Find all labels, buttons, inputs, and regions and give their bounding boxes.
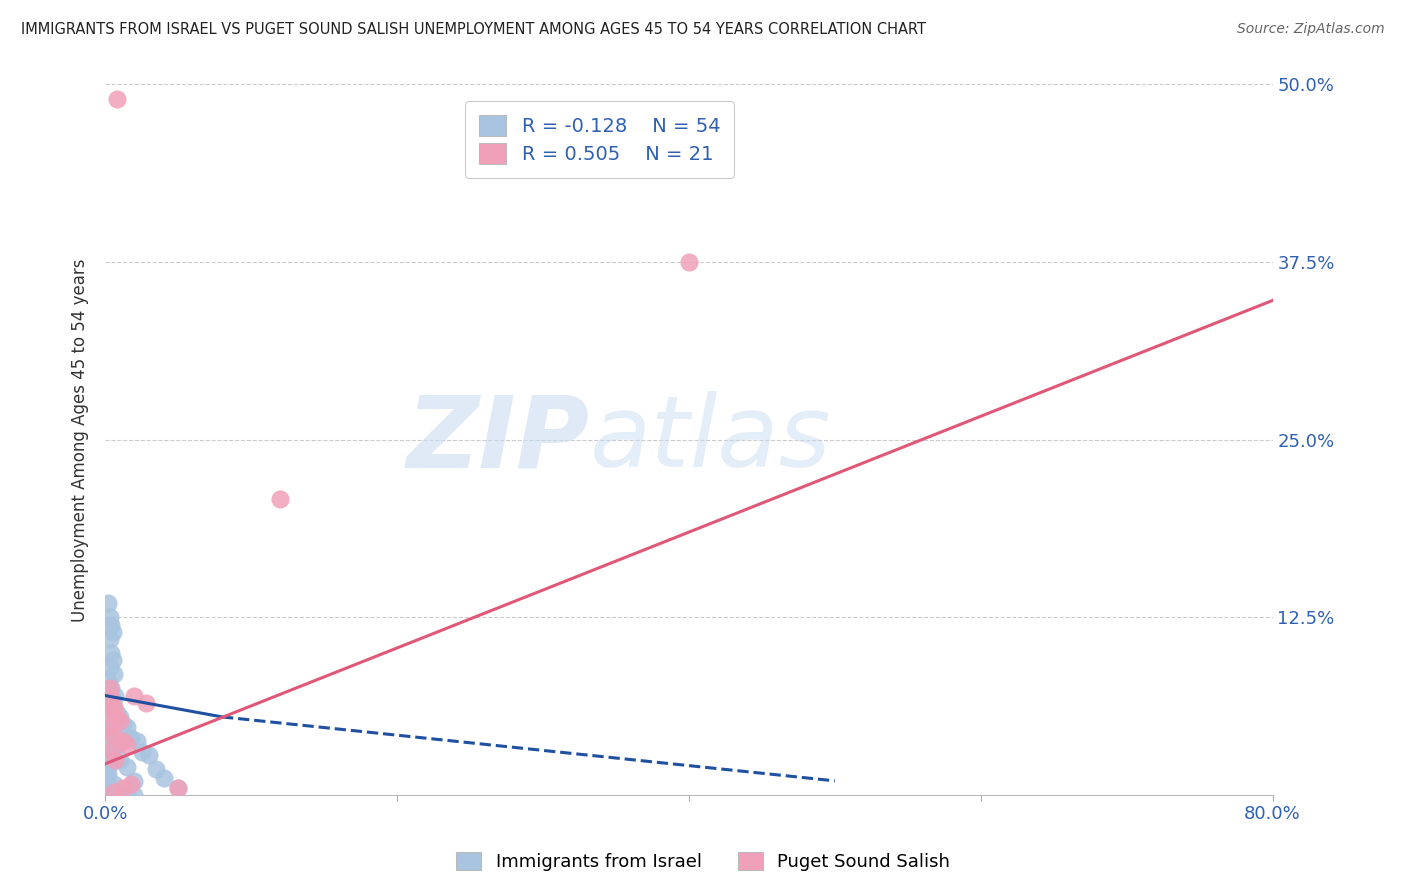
Point (101, 706, 124, 720)
Point (97, 728, 120, 742)
Point (108, 710, 131, 724)
Point (98, 610, 121, 624)
Point (167, 780, 190, 795)
Point (96, 777, 118, 791)
Point (97, 596, 120, 610)
Point (101, 624, 124, 639)
Point (152, 771, 174, 785)
Point (121, 777, 143, 791)
Point (105, 92, 128, 106)
Text: Source: ZipAtlas.com: Source: ZipAtlas.com (1237, 22, 1385, 37)
Point (105, 739, 128, 753)
Text: IMMIGRANTS FROM ISRAEL VS PUGET SOUND SALISH UNEMPLOYMENT AMONG AGES 45 TO 54 YE: IMMIGRANTS FROM ISRAEL VS PUGET SOUND SA… (21, 22, 927, 37)
Point (105, 785, 128, 799)
Point (100, 724, 122, 739)
Y-axis label: Unemployment Among Ages 45 to 54 years: Unemployment Among Ages 45 to 54 years (72, 258, 89, 622)
Point (105, 706, 128, 720)
Point (98, 788, 121, 802)
Point (101, 788, 124, 802)
Point (131, 746, 153, 760)
Point (97, 674, 120, 689)
Point (96, 763, 118, 777)
Legend: Immigrants from Israel, Puget Sound Salish: Immigrants from Israel, Puget Sound Sali… (449, 845, 957, 879)
Point (167, 780, 190, 795)
Point (108, 714, 131, 728)
Point (98, 700, 121, 714)
Point (111, 780, 134, 795)
Point (115, 788, 138, 802)
Text: ZIP: ZIP (406, 392, 589, 488)
Point (678, 255, 700, 269)
Point (103, 777, 125, 791)
Point (100, 646, 122, 660)
Point (98, 632, 121, 646)
Point (96, 720, 118, 734)
Point (108, 752, 131, 766)
Legend: R = -0.128    N = 54, R = 0.505    N = 21: R = -0.128 N = 54, R = 0.505 N = 21 (465, 102, 734, 178)
Point (135, 696, 157, 710)
Point (97, 787, 120, 801)
Point (115, 720, 138, 734)
Point (124, 788, 146, 802)
Point (100, 681, 122, 696)
Point (145, 763, 167, 777)
Point (101, 696, 124, 710)
Point (100, 784, 122, 798)
Point (103, 667, 125, 681)
Point (115, 759, 138, 773)
Point (104, 752, 127, 766)
Point (100, 742, 122, 756)
Text: atlas: atlas (589, 392, 831, 488)
Point (105, 710, 128, 724)
Point (96, 788, 118, 802)
Point (103, 700, 125, 714)
Point (96, 785, 118, 799)
Point (103, 714, 125, 728)
Point (96, 771, 118, 785)
Point (111, 734, 134, 748)
Point (100, 617, 122, 632)
Point (101, 653, 124, 667)
Point (269, 492, 291, 507)
Point (96, 703, 118, 717)
Point (124, 773, 146, 788)
Point (124, 689, 146, 703)
Point (97, 766, 120, 780)
Point (121, 731, 143, 746)
Point (98, 681, 121, 696)
Point (98, 756, 121, 771)
Point (96, 752, 118, 766)
Point (98, 720, 121, 734)
Point (100, 691, 122, 706)
Point (111, 717, 134, 731)
Point (101, 742, 124, 756)
Point (138, 748, 160, 763)
Point (96, 739, 118, 753)
Point (127, 734, 149, 748)
Point (101, 728, 124, 742)
Point (115, 739, 138, 753)
Point (103, 785, 125, 799)
Point (96, 780, 118, 795)
Point (104, 689, 127, 703)
Point (108, 788, 131, 802)
Point (98, 660, 121, 674)
